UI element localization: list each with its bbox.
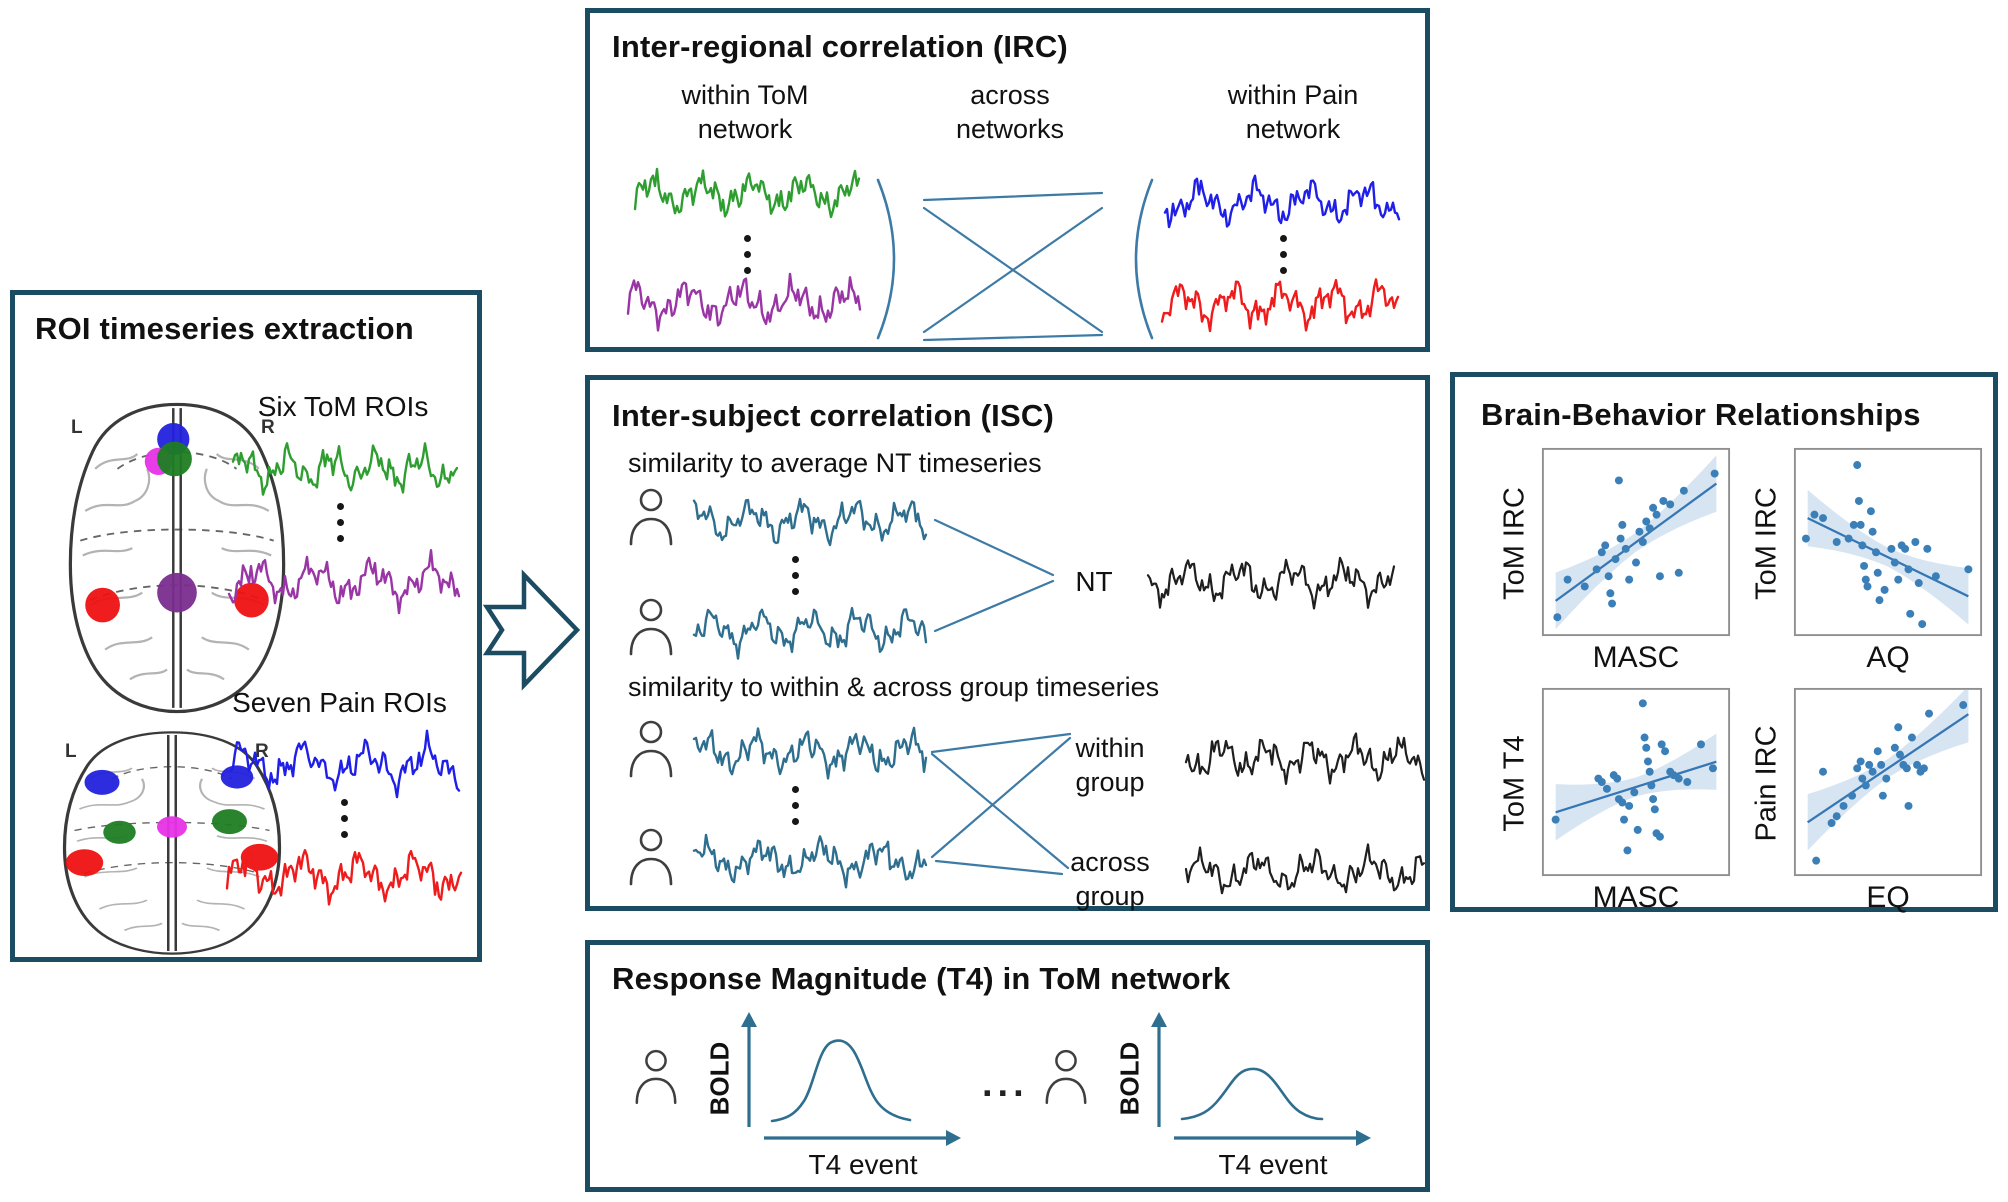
person-icon (635, 1049, 677, 1105)
across-group-label: across group (1070, 847, 1150, 911)
scatter-ylabel: ToM T4 (1498, 735, 1531, 832)
cross-network-connections-icon (922, 191, 1104, 342)
bold-axis-label: BOLD (704, 1041, 735, 1116)
vertical-ellipsis-icon (333, 503, 347, 542)
scatter-xlabel: MASC (1592, 881, 1680, 914)
nt-average-timeseries (1146, 556, 1396, 610)
vertical-ellipsis-icon (740, 235, 754, 274)
within-group-label: within group (1075, 733, 1145, 797)
isc-panel: Inter-subject correlation (ISC) similari… (585, 375, 1430, 911)
roi-extraction-panel: ROI timeseries extraction L R Six ToM RO… (10, 290, 482, 962)
brain-behavior-title: Brain-Behavior Relationships (1481, 397, 1921, 432)
isc-group-subtitle: similarity to within & across group time… (628, 672, 1160, 702)
vertical-ellipsis-icon (788, 786, 802, 825)
across-networks-label: across networks (955, 80, 1065, 144)
brace-left-icon (1134, 178, 1154, 340)
scatter-xlabel: MASC (1592, 641, 1680, 674)
tom-timeseries-purple (227, 549, 461, 615)
irc-pain-timeseries-red (1160, 278, 1400, 333)
t4-event-label: T4 event (808, 1149, 918, 1180)
scatter-ylabel: ToM IRC (1498, 487, 1531, 600)
tom-timeseries-green (231, 442, 459, 496)
tom-brain-right-marker: R (261, 417, 275, 438)
isc-title: Inter-subject correlation (ISC) (612, 398, 1054, 433)
vertical-ellipsis-icon (337, 799, 351, 838)
bold-response-curve (1180, 1067, 1324, 1121)
irc-panel: Inter-regional correlation (IRC) within … (585, 8, 1430, 352)
isc-subject-timeseries (692, 497, 928, 547)
horizontal-ellipsis-icon: ... (982, 1063, 1029, 1105)
across-group-timeseries (1184, 843, 1426, 895)
within-pain-label: within Pain network (1227, 80, 1359, 144)
vertical-ellipsis-icon (788, 556, 802, 595)
response-title: Response Magnitude (T4) in ToM network (612, 961, 1231, 996)
scatter-painirc-eq (1793, 687, 1983, 877)
isc-subject-timeseries (692, 833, 928, 889)
brace-right-icon (876, 178, 896, 340)
tom-brain-map (68, 402, 286, 714)
pain-timeseries-blue (229, 729, 461, 799)
pain-brain-right-marker: R (255, 741, 269, 762)
tom-rois-label: Six ToM ROIs (257, 391, 429, 422)
irc-pain-timeseries-blue (1163, 174, 1401, 229)
person-icon (629, 828, 673, 886)
irc-title: Inter-regional correlation (IRC) (612, 29, 1068, 64)
brain-behavior-panel: Brain-Behavior Relationships ToM IRC MAS… (1450, 372, 1998, 914)
irc-tom-timeseries-purple (626, 272, 862, 332)
bold-axis-arrow-icon (1151, 1012, 1167, 1127)
person-icon (629, 720, 673, 778)
converge-lines-icon (933, 518, 1055, 633)
response-magnitude-panel: Response Magnitude (T4) in ToM network B… (585, 940, 1430, 1192)
group-connections-icon (930, 732, 1072, 876)
irc-tom-timeseries-green (633, 167, 861, 219)
scatter-tomt4-masc (1541, 687, 1731, 877)
within-group-timeseries (1184, 732, 1426, 785)
within-tom-label: within ToM network (681, 80, 809, 144)
tom-brain-left-marker: L (71, 417, 83, 438)
bold-axis-label: BOLD (1114, 1041, 1145, 1116)
isc-subject-timeseries (692, 726, 928, 780)
pain-timeseries-red (225, 849, 463, 906)
pain-rois-label: Seven Pain ROIs (232, 687, 447, 718)
scatter-tomirc-aq (1793, 447, 1983, 637)
scatter-xlabel: EQ (1866, 881, 1910, 914)
scatter-tomirc-masc (1541, 447, 1731, 637)
bold-axis-arrow-icon (741, 1012, 757, 1127)
t4-event-label: T4 event (1218, 1149, 1328, 1180)
vertical-ellipsis-icon (1276, 235, 1290, 274)
nt-label: NT (1075, 566, 1113, 597)
pain-brain-left-marker: L (65, 741, 77, 762)
person-icon (629, 598, 673, 656)
scatter-ylabel: ToM IRC (1750, 487, 1783, 600)
bold-response-curve (770, 1039, 912, 1123)
time-axis-arrow-icon (1174, 1130, 1371, 1146)
scatter-ylabel: Pain IRC (1750, 725, 1783, 842)
isc-subject-timeseries (692, 606, 928, 660)
person-icon (629, 488, 673, 546)
scatter-xlabel: AQ (1866, 641, 1910, 674)
isc-nt-subtitle: similarity to average NT timeseries (628, 448, 1042, 478)
person-icon (1045, 1049, 1087, 1105)
time-axis-arrow-icon (764, 1130, 961, 1146)
pain-brain-map (62, 731, 282, 955)
flow-arrow-icon (482, 569, 581, 691)
roi-extraction-title: ROI timeseries extraction (35, 311, 414, 346)
